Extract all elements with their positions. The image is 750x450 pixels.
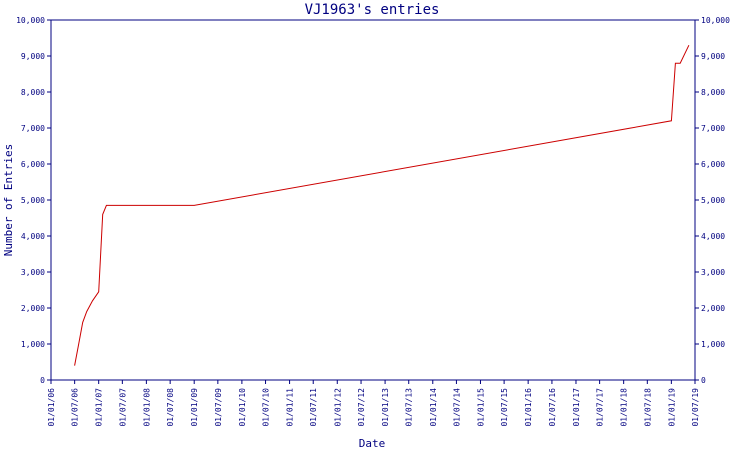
y-tick-label-right: 10,000 [701, 16, 730, 25]
y-tick-label-left: 3,000 [21, 268, 45, 277]
y-tick-label-right: 8,000 [701, 88, 725, 97]
x-tick-label: 01/07/07 [118, 388, 127, 427]
y-tick-label-right: 5,000 [701, 196, 725, 205]
y-tick-label-right: 1,000 [701, 340, 725, 349]
y-axis-label: Number of Entries [2, 144, 15, 257]
x-tick-label: 01/01/17 [572, 388, 581, 427]
y-tick-label-right: 9,000 [701, 52, 725, 61]
y-tick-label-right: 2,000 [701, 304, 725, 313]
x-tick-label: 01/01/11 [286, 388, 295, 427]
x-tick-label: 01/07/11 [309, 388, 318, 427]
y-tick-label-left: 4,000 [21, 232, 45, 241]
x-tick-label: 01/01/10 [238, 388, 247, 427]
x-tick-label: 01/01/07 [95, 388, 104, 427]
x-tick-label: 01/07/14 [452, 388, 461, 427]
y-tick-label-left: 9,000 [21, 52, 45, 61]
y-tick-label-left: 2,000 [21, 304, 45, 313]
x-tick-label: 01/01/14 [429, 388, 438, 427]
x-tick-label: 01/01/15 [476, 388, 485, 427]
y-axis-right: 0 1,000 2,000 3,000 4,000 5,000 6,000 7,000 8,00… [695, 16, 730, 385]
x-tick-label: 01/01/06 [47, 388, 56, 427]
x-tick-label: 01/01/12 [333, 388, 342, 427]
x-tick-label: 01/01/13 [381, 388, 390, 427]
x-tick-label: 01/01/19 [667, 388, 676, 427]
x-tick-label: 01/07/09 [214, 388, 223, 427]
x-tick-label: 01/07/16 [548, 388, 557, 427]
series-line [74, 44, 690, 366]
y-tick-label-right: 3,000 [701, 268, 725, 277]
x-tick-label: 01/07/15 [500, 388, 509, 427]
x-tick-label: 01/01/09 [190, 388, 199, 427]
x-tick-label: 01/01/16 [524, 388, 533, 427]
x-tick-label: 01/01/18 [620, 388, 629, 427]
x-tick-label: 01/07/10 [262, 388, 271, 427]
y-tick-label-left: 10,000 [16, 16, 45, 25]
y-tick-label-right: 6,000 [701, 160, 725, 169]
x-tick-label: 01/07/06 [71, 388, 80, 427]
y-tick-label-right: 4,000 [701, 232, 725, 241]
x-axis: 01/01/06 01/07/06 01/01/07 01/07/07 01/01/08… [47, 380, 700, 427]
x-tick-label: 01/07/08 [166, 388, 175, 427]
x-tick-label: 01/07/19 [691, 388, 700, 427]
y-tick-label-left: 6,000 [21, 160, 45, 169]
x-axis-label: Date [359, 437, 386, 450]
x-tick-label: 01/07/12 [357, 388, 366, 427]
y-tick-label-right: 0 [701, 376, 706, 385]
y-tick-label-right: 7,000 [701, 124, 725, 133]
y-axis-left: 0 1,000 2,000 3,000 4,000 5,000 6,000 7,000 8,00… [16, 16, 51, 385]
y-tick-label-left: 7,000 [21, 124, 45, 133]
x-tick-label: 01/07/13 [405, 388, 414, 427]
x-tick-label: 01/01/08 [142, 388, 151, 427]
x-tick-label: 01/07/17 [596, 388, 605, 427]
y-tick-label-left: 1,000 [21, 340, 45, 349]
x-tick-label: 01/07/18 [643, 388, 652, 427]
plot-frame [50, 19, 696, 381]
chart-title: VJ1963's entries [305, 2, 440, 18]
series-layer [74, 44, 690, 366]
y-tick-label-left: 5,000 [21, 196, 45, 205]
y-tick-label-left: 0 [40, 376, 45, 385]
y-tick-label-left: 8,000 [21, 88, 45, 97]
